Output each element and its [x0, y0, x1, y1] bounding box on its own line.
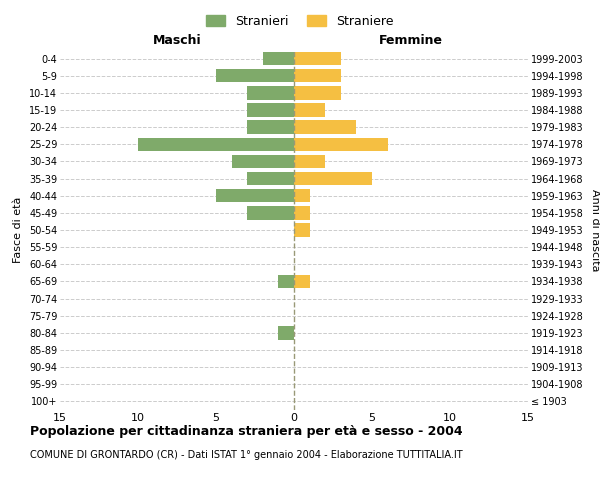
Bar	[247, 172, 294, 186]
Bar	[294, 69, 341, 82]
Bar	[216, 69, 294, 82]
Bar	[247, 104, 294, 117]
Bar	[138, 138, 294, 151]
Bar	[294, 86, 341, 100]
Bar	[247, 120, 294, 134]
Y-axis label: Fasce di età: Fasce di età	[13, 197, 23, 263]
Legend: Stranieri, Straniere: Stranieri, Straniere	[203, 11, 397, 32]
Bar	[294, 52, 341, 66]
Text: COMUNE DI GRONTARDO (CR) - Dati ISTAT 1° gennaio 2004 - Elaborazione TUTTITALIA.: COMUNE DI GRONTARDO (CR) - Dati ISTAT 1°…	[30, 450, 463, 460]
Bar	[294, 206, 310, 220]
Bar	[294, 274, 310, 288]
Text: Maschi: Maschi	[152, 34, 202, 46]
Bar	[216, 189, 294, 202]
Bar	[247, 206, 294, 220]
Bar	[294, 189, 310, 202]
Bar	[294, 172, 372, 186]
Bar	[278, 274, 294, 288]
Bar	[278, 326, 294, 340]
Bar	[263, 52, 294, 66]
Bar	[247, 86, 294, 100]
Bar	[294, 104, 325, 117]
Text: Femmine: Femmine	[379, 34, 443, 46]
Bar	[294, 224, 310, 236]
Bar	[232, 154, 294, 168]
Bar	[294, 120, 356, 134]
Bar	[294, 138, 388, 151]
Text: Popolazione per cittadinanza straniera per età e sesso - 2004: Popolazione per cittadinanza straniera p…	[30, 425, 463, 438]
Bar	[294, 154, 325, 168]
Y-axis label: Anni di nascita: Anni di nascita	[590, 188, 600, 271]
